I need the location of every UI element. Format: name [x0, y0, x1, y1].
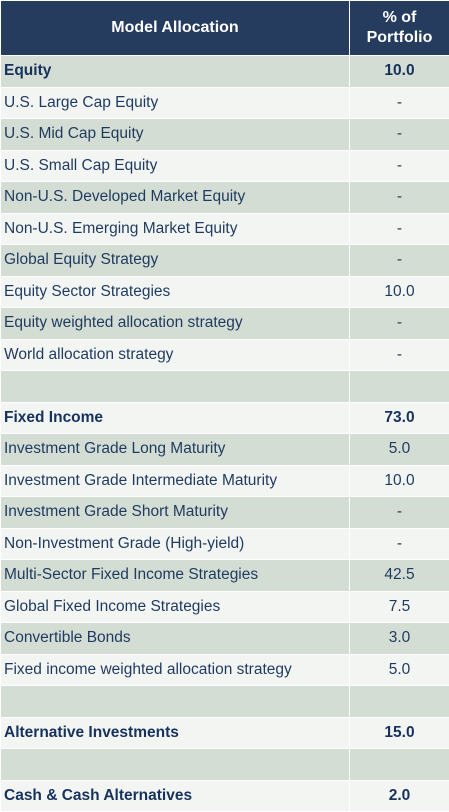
row-value: - [349, 244, 449, 277]
row-label [0, 370, 350, 403]
row-value [349, 370, 449, 403]
row-label: Non-U.S. Developed Market Equity [0, 181, 350, 214]
row-value: 7.5 [349, 590, 449, 623]
table-row: Convertible Bonds 3.0 [0, 622, 449, 655]
row-label: Global Equity Strategy [0, 244, 350, 277]
table-row: Non-U.S. Emerging Market Equity - [0, 212, 449, 245]
row-label: Fixed income weighted allocation strateg… [0, 653, 350, 686]
table-row: Global Fixed Income Strategies 7.5 [0, 590, 449, 623]
table-row: World allocation strategy - [0, 338, 449, 371]
table-row: Alternative Investments 15.0 [0, 716, 449, 749]
row-label: Fixed Income [0, 401, 350, 434]
table-row: Non-U.S. Developed Market Equity - [0, 181, 449, 214]
table-row: Fixed income weighted allocation strateg… [0, 653, 449, 686]
row-value: 73.0 [349, 401, 449, 434]
row-value [349, 748, 449, 781]
table-row: Equity weighted allocation strategy - [0, 307, 449, 340]
row-label [0, 685, 350, 718]
row-label: Investment Grade Long Maturity [0, 433, 350, 466]
spacer-row [0, 370, 449, 403]
table-row: Global Equity Strategy - [0, 244, 449, 277]
table-row: U.S. Small Cap Equity - [0, 149, 449, 182]
row-value: - [349, 149, 449, 182]
row-label: Investment Grade Intermediate Maturity [0, 464, 350, 497]
row-label: Equity [0, 55, 350, 88]
row-label: Non-Investment Grade (High-yield) [0, 527, 350, 560]
row-label: Convertible Bonds [0, 622, 350, 655]
row-label: Non-U.S. Emerging Market Equity [0, 212, 350, 245]
row-value: - [349, 86, 449, 119]
row-value: 5.0 [349, 433, 449, 466]
row-value: - [349, 527, 449, 560]
table-row: Investment Grade Short Maturity - [0, 496, 449, 529]
row-label: Equity Sector Strategies [0, 275, 350, 308]
row-value: 10.0 [349, 55, 449, 88]
row-value: 2.0 [349, 779, 449, 812]
table-header-row: Model Allocation % of Portfolio [0, 0, 449, 56]
row-value: 10.0 [349, 464, 449, 497]
row-value: 42.5 [349, 559, 449, 592]
header-percent-of-portfolio: % of Portfolio [349, 0, 449, 56]
row-label: Alternative Investments [0, 716, 350, 749]
row-value: 3.0 [349, 622, 449, 655]
table-row: Equity 10.0 [0, 55, 449, 88]
row-value: - [349, 307, 449, 340]
table-row: Fixed Income 73.0 [0, 401, 449, 434]
table-row: Non-Investment Grade (High-yield) - [0, 527, 449, 560]
row-label: U.S. Large Cap Equity [0, 86, 350, 119]
row-value: - [349, 181, 449, 214]
spacer-row [0, 685, 449, 718]
row-label: Investment Grade Short Maturity [0, 496, 350, 529]
row-value: 5.0 [349, 653, 449, 686]
header-model-allocation: Model Allocation [0, 0, 350, 56]
row-value: - [349, 496, 449, 529]
header-percent-line2: Portfolio [366, 29, 433, 46]
row-value: - [349, 212, 449, 245]
table-body: Equity 10.0 U.S. Large Cap Equity - U.S. Mid… [0, 55, 449, 812]
row-value: - [349, 118, 449, 151]
row-value: 15.0 [349, 716, 449, 749]
row-value: - [349, 338, 449, 371]
table-row: Investment Grade Intermediate Maturity 10… [0, 464, 449, 497]
row-value: 10.0 [349, 275, 449, 308]
table-row: Investment Grade Long Maturity 5.0 [0, 433, 449, 466]
row-label [0, 748, 350, 781]
row-label: Multi-Sector Fixed Income Strategies [0, 559, 350, 592]
table-row: U.S. Large Cap Equity - [0, 86, 449, 119]
header-percent-line1: % of [382, 9, 417, 26]
row-value [349, 685, 449, 718]
table-row: Cash & Cash Alternatives 2.0 [0, 779, 449, 812]
table-row: U.S. Mid Cap Equity - [0, 118, 449, 151]
row-label: U.S. Mid Cap Equity [0, 118, 350, 151]
row-label: Cash & Cash Alternatives [0, 779, 350, 812]
row-label: U.S. Small Cap Equity [0, 149, 350, 182]
row-label: Equity weighted allocation strategy [0, 307, 350, 340]
table-row: Multi-Sector Fixed Income Strategies 42.5 [0, 559, 449, 592]
spacer-row [0, 748, 449, 781]
row-label: World allocation strategy [0, 338, 350, 371]
table-row: Equity Sector Strategies 10.0 [0, 275, 449, 308]
row-label: Global Fixed Income Strategies [0, 590, 350, 623]
